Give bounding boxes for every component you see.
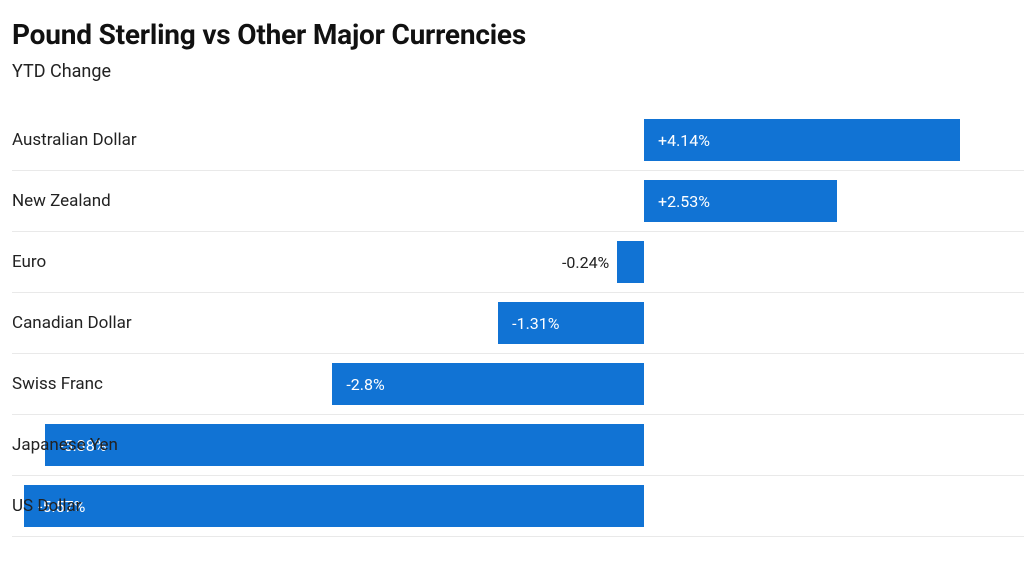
row-label: New Zealand: [12, 191, 111, 211]
row-label: Euro: [12, 252, 46, 272]
chart-row: Japanese Yen-5.38%: [12, 415, 1024, 476]
currency-chart: Pound Sterling vs Other Major Currencies…: [0, 0, 1024, 581]
bar: -5.38%: [45, 424, 644, 466]
bar-value: +4.14%: [644, 131, 724, 150]
chart-row: Australian Dollar +4.14%: [12, 110, 1024, 171]
row-label: Australian Dollar: [12, 130, 137, 150]
chart-row: US Dollar-5.57%: [12, 476, 1024, 537]
chart-title: Pound Sterling vs Other Major Currencies: [12, 18, 1024, 51]
bar-value: -1.31%: [498, 314, 573, 333]
row-label: Swiss Franc: [12, 374, 103, 394]
chart-row: Swiss Franc -2.8%: [12, 354, 1024, 415]
bar: -0.24%: [617, 241, 644, 283]
chart-row: Canadian Dollar -1.31%: [12, 293, 1024, 354]
row-label: Japanese Yen: [12, 435, 118, 455]
chart-row: New Zealand +2.53%: [12, 171, 1024, 232]
bar: -5.57%: [24, 485, 644, 527]
row-label: Canadian Dollar: [12, 313, 132, 333]
bar-value: -2.8%: [332, 375, 398, 394]
bar: -1.31%: [498, 302, 644, 344]
bar: +4.14%: [644, 119, 960, 161]
bar: -2.8%: [332, 363, 644, 405]
bar-value: +2.53%: [644, 192, 724, 211]
chart-row: Euro -0.24%: [12, 232, 1024, 293]
bar: +2.53%: [644, 180, 837, 222]
row-label: US Dollar: [12, 496, 81, 516]
chart-rows: Australian Dollar +4.14% New Zealand +2.53%…: [12, 110, 1024, 537]
chart-subtitle: YTD Change: [12, 61, 1024, 82]
bar-value: -0.24%: [562, 253, 617, 272]
